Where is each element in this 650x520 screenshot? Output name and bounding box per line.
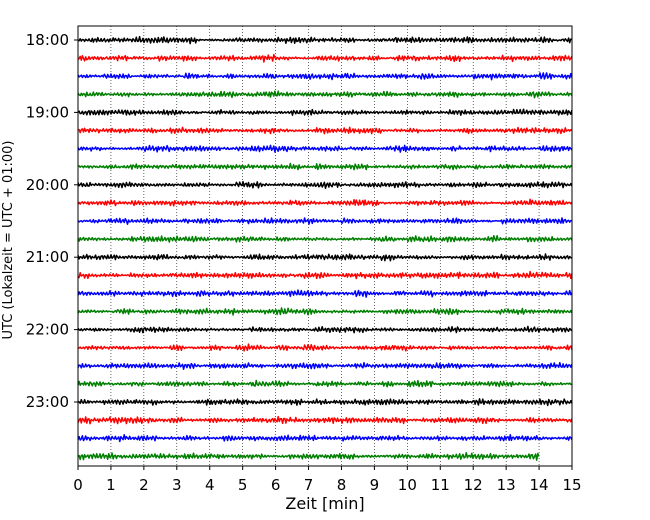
trace-row bbox=[77, 343, 573, 352]
x-tick-label: 4 bbox=[205, 476, 215, 494]
x-axis-label: Zeit [min] bbox=[285, 494, 364, 513]
vertical-grid bbox=[110, 26, 540, 466]
trace-row bbox=[77, 217, 572, 225]
trace-row bbox=[77, 451, 540, 461]
x-tick-label: 12 bbox=[464, 476, 483, 494]
x-tick-label: 9 bbox=[370, 476, 380, 494]
trace-row bbox=[77, 289, 573, 298]
x-axis-ticks: 0 1 2 3 4 5 6 7 8 9 10 11 12 13 14 15 bbox=[73, 466, 582, 494]
trace-row bbox=[77, 433, 573, 443]
y-tick-label: 18:00 bbox=[26, 31, 69, 49]
y-tick-label: 20:00 bbox=[26, 176, 69, 194]
trace-row bbox=[77, 144, 573, 153]
trace-row bbox=[77, 253, 573, 262]
x-tick-label: 10 bbox=[398, 476, 417, 494]
y-tick-label: 19:00 bbox=[26, 103, 69, 121]
trace-row bbox=[77, 361, 573, 370]
trace-row bbox=[77, 126, 573, 135]
x-tick-label: 0 bbox=[73, 476, 83, 494]
trace-row bbox=[77, 90, 573, 99]
trace-row bbox=[77, 180, 573, 190]
trace-row bbox=[77, 35, 573, 45]
x-tick-label: 11 bbox=[431, 476, 450, 494]
x-tick-label: 13 bbox=[497, 476, 516, 494]
traces-group bbox=[77, 35, 573, 461]
trace-row bbox=[77, 72, 573, 81]
trace-row bbox=[77, 53, 573, 63]
x-tick-label: 15 bbox=[562, 476, 581, 494]
x-tick-label: 3 bbox=[172, 476, 182, 494]
x-tick-label: 6 bbox=[271, 476, 281, 494]
x-tick-label: 1 bbox=[106, 476, 116, 494]
y-tick-label: 21:00 bbox=[26, 248, 69, 266]
trace-row bbox=[77, 415, 573, 425]
x-tick-label: 5 bbox=[238, 476, 248, 494]
y-tick-label: 22:00 bbox=[26, 321, 69, 339]
trace-row bbox=[77, 325, 573, 334]
trace-row bbox=[77, 198, 573, 207]
x-tick-label: 8 bbox=[337, 476, 347, 494]
x-tick-label: 7 bbox=[304, 476, 314, 494]
y-axis-label: UTC (Lokalzeit = UTC + 01:00) bbox=[1, 141, 16, 340]
y-tick-label: 23:00 bbox=[26, 393, 69, 411]
y-axis-ticks: 18:00 19:00 20:00 21:00 22:00 23:00 bbox=[26, 31, 78, 411]
trace-row bbox=[77, 307, 573, 316]
trace-row bbox=[77, 398, 573, 407]
plot-frame bbox=[77, 25, 573, 467]
trace-row bbox=[77, 379, 573, 388]
trace-row bbox=[77, 162, 573, 171]
x-tick-label: 14 bbox=[530, 476, 549, 494]
x-tick-label: 2 bbox=[139, 476, 149, 494]
trace-row bbox=[77, 270, 573, 280]
trace-row bbox=[77, 108, 573, 116]
trace-row bbox=[77, 235, 573, 243]
